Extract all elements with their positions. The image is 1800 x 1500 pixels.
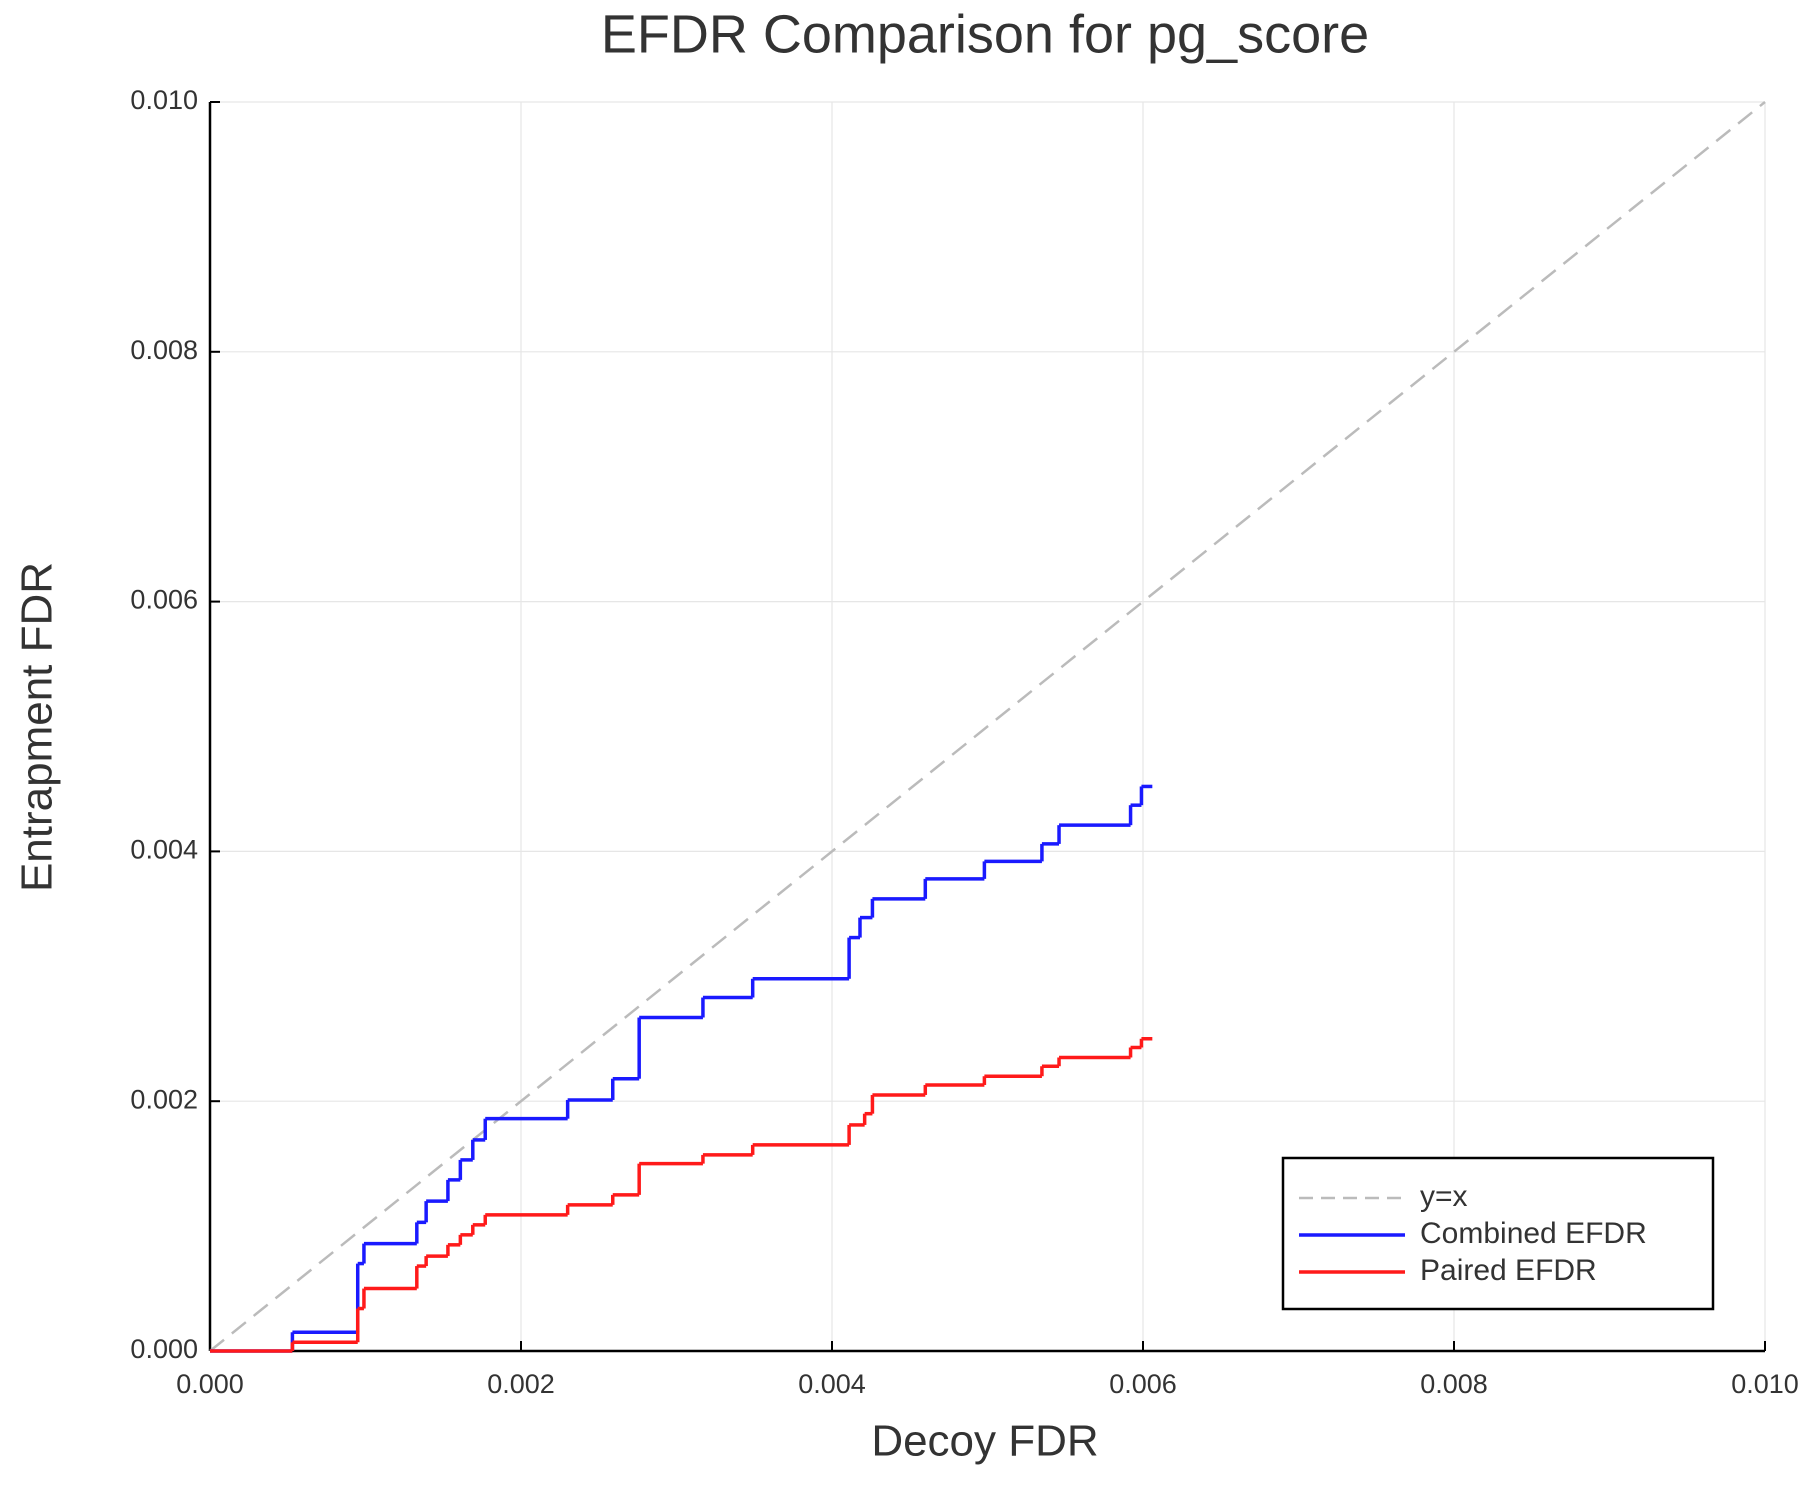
y-tick-label: 0.002 [130, 1084, 198, 1114]
legend-label: y=x [1420, 1180, 1468, 1213]
y-tick-label: 0.010 [130, 85, 198, 115]
y-tick-label: 0.008 [130, 335, 198, 365]
legend-label: Paired EFDR [1420, 1254, 1597, 1287]
y-tick-label: 0.006 [130, 585, 198, 615]
x-tick-label: 0.010 [1731, 1369, 1799, 1399]
x-tick-label: 0.000 [176, 1369, 244, 1399]
x-tick-label: 0.008 [1420, 1369, 1488, 1399]
y-axis-label: Entrapment FDR [13, 562, 62, 892]
line [209, 101, 1766, 1352]
y-tick-label: 0.000 [130, 1334, 198, 1364]
x-axis-label: Decoy FDR [871, 1417, 1098, 1466]
chart-title: EFDR Comparison for pg_score [601, 4, 1369, 64]
y-tick-label: 0.004 [130, 835, 198, 865]
x-tick-label: 0.002 [487, 1369, 555, 1399]
x-tick-label: 0.004 [798, 1369, 866, 1399]
legend-label: Combined EFDR [1420, 1217, 1647, 1250]
x-tick-label: 0.006 [1109, 1369, 1177, 1399]
